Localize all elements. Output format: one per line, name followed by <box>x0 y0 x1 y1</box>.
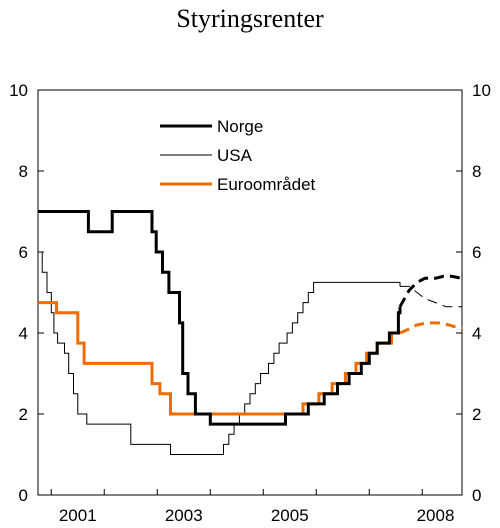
x-tick-label: 2005 <box>271 506 309 525</box>
y-tick-label-right: 2 <box>472 405 481 424</box>
y-tick-label-left: 6 <box>19 243 28 262</box>
y-tick-label-left: 8 <box>19 162 28 181</box>
series-forecast-euroomrdet <box>399 321 463 335</box>
x-tick-label: 2008 <box>417 506 455 525</box>
y-tick-label-right: 8 <box>472 162 481 181</box>
chart-title: Styringsrenter <box>176 4 324 33</box>
y-tick-label-right: 10 <box>472 81 491 100</box>
y-tick-label-right: 4 <box>472 324 481 343</box>
y-tick-label-left: 0 <box>19 486 28 505</box>
plot-frame <box>37 89 463 496</box>
x-tick-label: 2003 <box>165 506 203 525</box>
legend-label: Norge <box>217 117 263 136</box>
y-tick-label-left: 2 <box>19 405 28 424</box>
series-layer <box>38 210 463 455</box>
y-tick-label-left: 4 <box>19 324 28 343</box>
y-tick-label-left: 10 <box>9 81 28 100</box>
axis-ticks: 0 0 2 2 4 4 6 6 8 8 10 10 2001 2003 2005 2008 <box>9 81 491 525</box>
series-line-norge <box>38 210 402 426</box>
legend: Norge USA Euroområdet <box>160 117 316 194</box>
x-tick-label: 2001 <box>59 506 97 525</box>
legend-label: USA <box>217 146 253 165</box>
y-tick-label-right: 6 <box>472 243 481 262</box>
series-line-euroomrdet <box>38 301 400 416</box>
series-forecast-norge <box>398 274 463 308</box>
series-forecast-usa <box>400 285 462 308</box>
y-tick-label-right: 0 <box>472 486 481 505</box>
legend-label: Euroområdet <box>217 175 316 194</box>
